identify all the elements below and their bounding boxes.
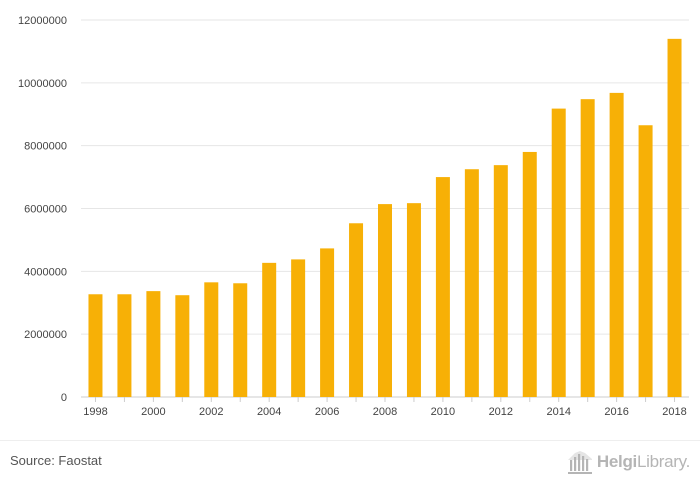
bar-2011[interactable] xyxy=(464,169,479,397)
bar-2002[interactable] xyxy=(204,282,219,397)
x-tick-label: 2000 xyxy=(141,406,165,418)
x-tick-label: 2008 xyxy=(373,406,397,418)
x-tick-label: 2018 xyxy=(662,406,686,418)
bar-2012[interactable] xyxy=(493,165,508,397)
bar-1999[interactable] xyxy=(117,294,132,397)
y-tick-label: 8000000 xyxy=(24,141,67,153)
y-tick-label: 12000000 xyxy=(18,15,67,27)
y-tick-label: 0 xyxy=(61,392,67,404)
bar-2018[interactable] xyxy=(667,38,682,397)
footer: Source: Faostat HelgiLibrary. xyxy=(0,440,700,483)
y-tick-label: 6000000 xyxy=(24,204,67,216)
helgilibrary-logo[interactable]: HelgiLibrary. xyxy=(567,449,690,475)
bar-2010[interactable] xyxy=(435,177,450,397)
bar-2007[interactable] xyxy=(349,223,364,397)
bar-2017[interactable] xyxy=(638,125,653,397)
y-tick-label: 4000000 xyxy=(24,266,67,278)
bar-2009[interactable] xyxy=(406,203,421,397)
brand-name-primary: Helgi xyxy=(596,452,637,471)
bar-2016[interactable] xyxy=(609,92,624,398)
bar-1998[interactable] xyxy=(88,294,103,397)
x-tick-label: 2002 xyxy=(199,406,223,418)
bar-chart: 0 2000000 4000000 6000000 8000000 10000000 120… xyxy=(18,15,689,418)
x-tick-label: 2014 xyxy=(546,406,570,418)
bar-2000[interactable] xyxy=(146,291,161,397)
x-tick-label: 2012 xyxy=(489,406,513,418)
bar-2004[interactable] xyxy=(262,262,277,397)
brand-name-secondary: Library. xyxy=(636,452,690,471)
bar-2013[interactable] xyxy=(522,151,537,397)
bar-2005[interactable] xyxy=(291,259,306,397)
bar-2014[interactable] xyxy=(551,108,566,397)
x-tick-label: 2016 xyxy=(604,406,628,418)
brand-name: HelgiLibrary. xyxy=(597,452,690,472)
bar-2015[interactable] xyxy=(580,99,595,398)
bar-2003[interactable] xyxy=(233,283,248,397)
bar-2001[interactable] xyxy=(175,295,190,397)
x-tick-label: 2006 xyxy=(315,406,339,418)
source-label: Source: Faostat xyxy=(10,453,102,468)
x-tick-label: 1998 xyxy=(83,406,107,418)
x-tick-label: 2004 xyxy=(257,406,281,418)
library-building-icon xyxy=(567,451,592,474)
bar-2008[interactable] xyxy=(378,204,392,397)
y-tick-label: 10000000 xyxy=(18,78,67,90)
bar-2006[interactable] xyxy=(320,248,335,397)
y-tick-label: 2000000 xyxy=(24,329,67,341)
chart-area: 0 2000000 4000000 6000000 8000000 10000000 120… xyxy=(18,15,689,418)
x-tick-label: 2010 xyxy=(431,406,455,418)
